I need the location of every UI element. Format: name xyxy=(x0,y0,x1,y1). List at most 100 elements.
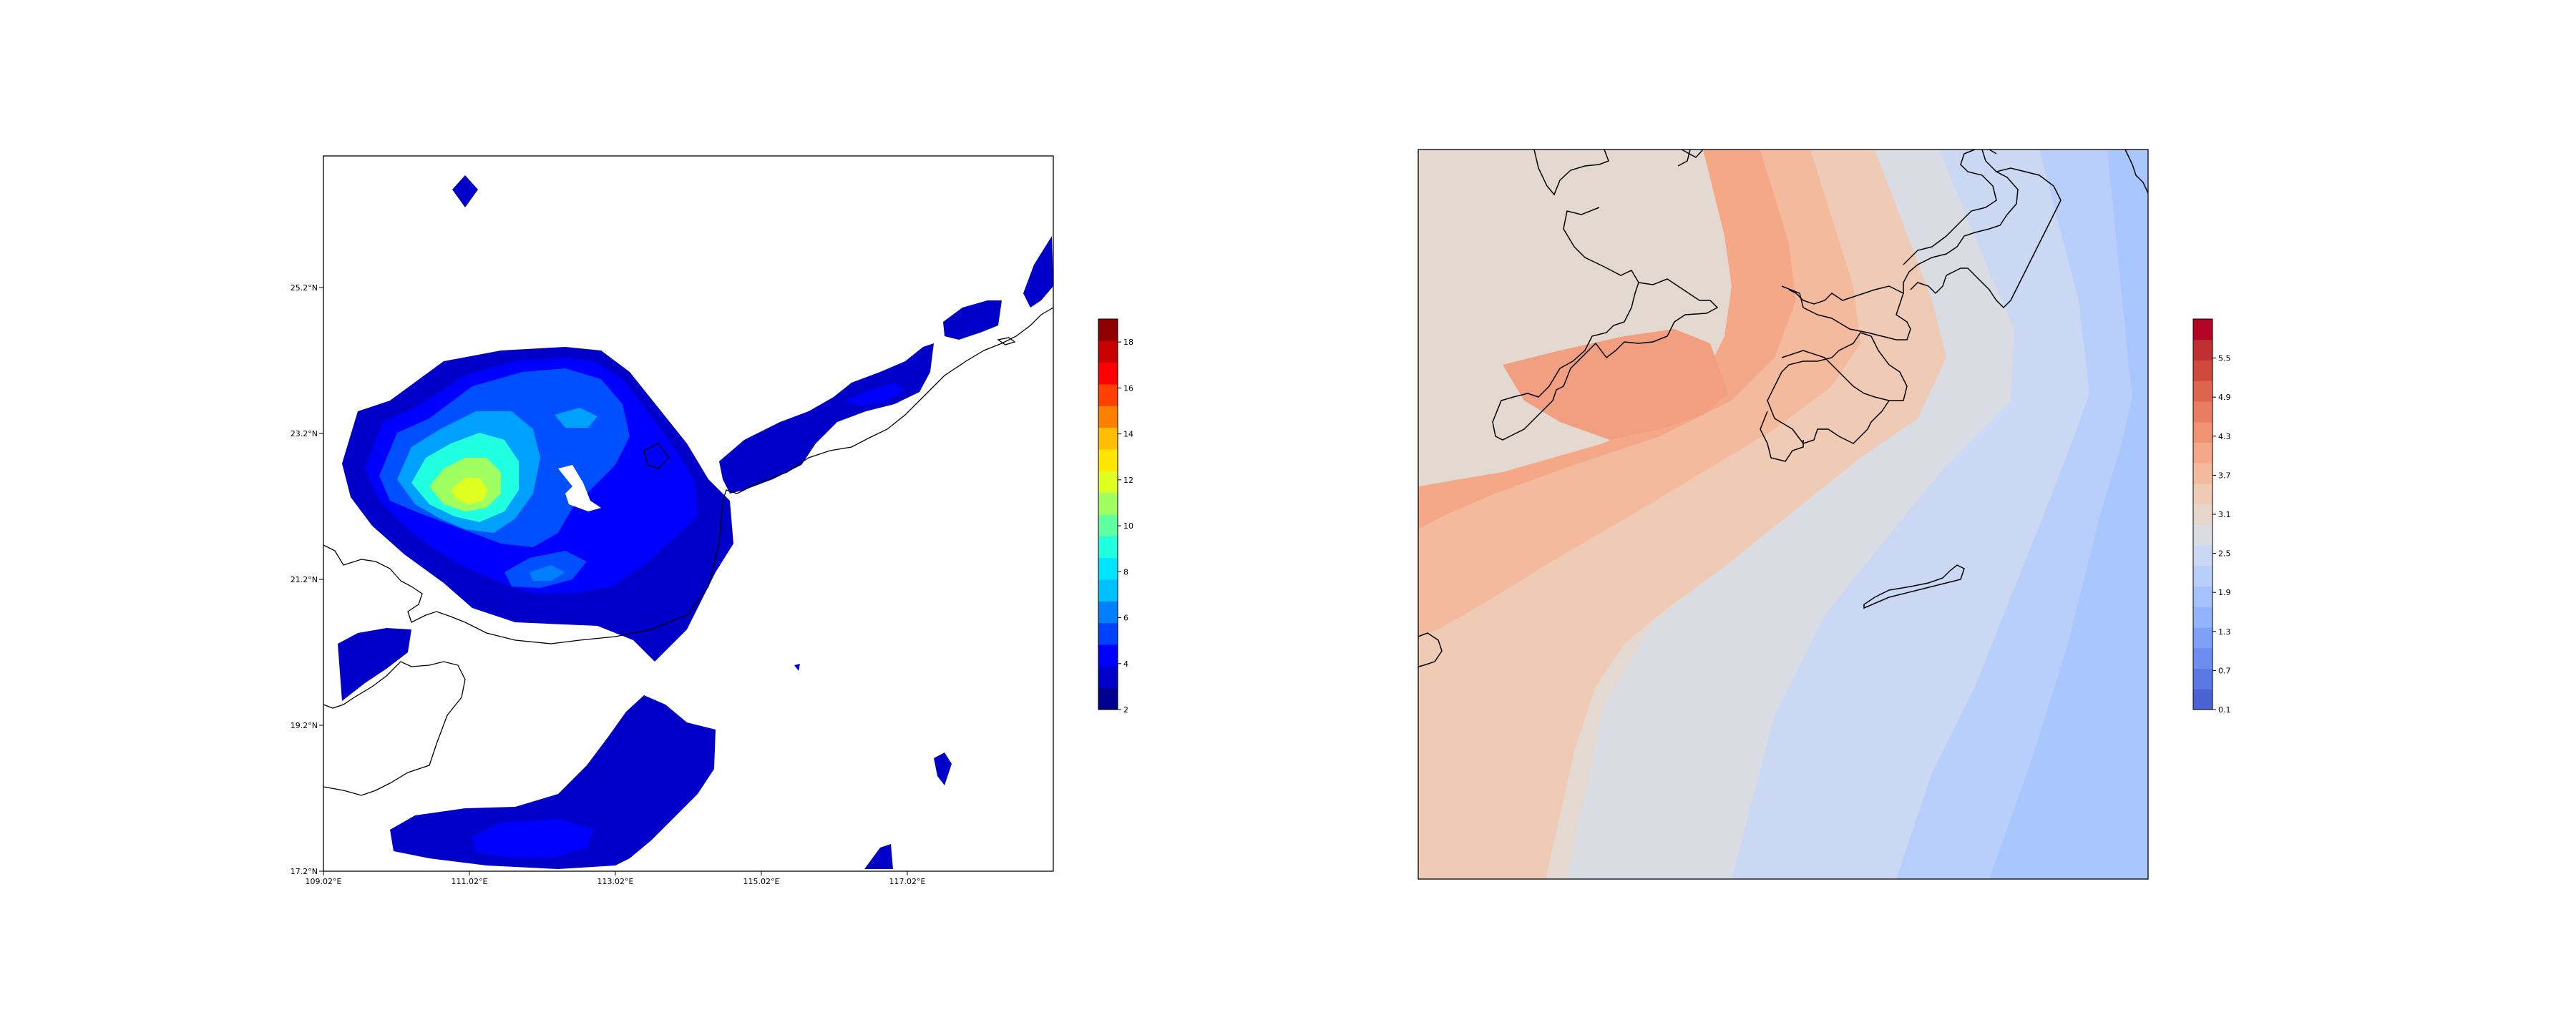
colorbar-segment xyxy=(1098,687,1118,710)
coastline-sandbar-island xyxy=(1863,564,1965,609)
colorbar-segment xyxy=(1098,406,1118,428)
contour-upper-max-inner xyxy=(555,408,597,428)
colorbar-segment xyxy=(2193,401,2212,423)
colorbar-tick-label: 12 xyxy=(1123,476,1133,485)
colorbar-segment xyxy=(2193,504,2212,525)
colorbar-tick-label: 8 xyxy=(1123,567,1128,577)
coastline-east-shore xyxy=(1903,149,2019,293)
colorbar-segment xyxy=(2193,483,2212,505)
colorbar-segment xyxy=(2193,586,2212,607)
contour-south-blob xyxy=(390,695,716,869)
colorbar-tick-label: 4 xyxy=(1123,659,1128,669)
colorbar-segment xyxy=(1098,536,1118,559)
x-tick-label: 113.02°E xyxy=(597,877,634,886)
contour-band-4.6 xyxy=(1418,149,1796,529)
colorbar-tick-label: 3.7 xyxy=(2218,471,2231,480)
colorbar-segment xyxy=(2193,647,2212,670)
coastline-west-edge xyxy=(1418,632,1443,667)
x-tick-label: 111.02°E xyxy=(452,877,488,886)
colorbar-segment xyxy=(2193,689,2212,710)
contour-band-4.9 xyxy=(1503,329,1728,440)
x-tick-label: 109.02°E xyxy=(306,877,342,886)
colorbar-segment xyxy=(1098,644,1118,667)
colorbar-segment xyxy=(1098,601,1118,624)
contour-southeast-cell xyxy=(864,844,893,869)
colorbar-segment xyxy=(1098,340,1118,363)
right-map-panel: 0.1 0.7 1.3 1.9 2.5 3.1 3.7 4.3 4.9 5.5 xyxy=(1418,149,2231,880)
coastline-island-1 xyxy=(997,337,1016,345)
colorbar-segment xyxy=(1098,319,1118,341)
colorbar-tick-label: 1.3 xyxy=(2218,627,2231,637)
colorbar-segment xyxy=(2193,381,2212,402)
left-colorbar: 2 4 6 8 10 12 14 16 18 xyxy=(1098,318,1133,715)
colorbar-tick-label: 2.5 xyxy=(2218,549,2231,559)
coastline-lantau-bay xyxy=(1767,332,1908,444)
colorbar-tick-label: 0.1 xyxy=(2218,705,2231,715)
contour-south-blob-inner xyxy=(472,819,594,858)
y-tick-label: 17.2°N xyxy=(291,867,318,876)
right-colorbar: 0.1 0.7 1.3 1.9 2.5 3.1 3.7 4.3 4.9 5.5 xyxy=(2192,318,2231,715)
colorbar-tick-label: 10 xyxy=(1123,521,1133,531)
right-map-frame xyxy=(1418,149,2149,880)
coastline-guangdong-west xyxy=(1533,149,1704,196)
colorbar-segment xyxy=(2193,607,2212,628)
colorbar-tick-label: 4.9 xyxy=(2218,393,2231,402)
y-tick-label: 23.2°N xyxy=(291,429,318,438)
contour-east-edge xyxy=(1023,236,1053,308)
left-map-contours xyxy=(338,175,1053,869)
colorbar-segment xyxy=(2193,463,2212,484)
contour-level-14 xyxy=(451,478,488,504)
right-map-coastlines xyxy=(1418,149,2149,667)
left-colorbar-ticks: 2 4 6 8 10 12 14 16 18 xyxy=(1118,338,1133,715)
left-map-frame xyxy=(323,155,1054,872)
left-colorbar-frame xyxy=(1098,318,1118,710)
coastline-east-edge xyxy=(2124,149,2149,194)
right-map-contours xyxy=(1418,149,2148,879)
colorbar-tick-label: 3.1 xyxy=(2218,510,2231,519)
colorbar-tick-label: 14 xyxy=(1123,430,1133,439)
y-tick-label: 25.2°N xyxy=(291,283,318,293)
colorbar-tick-label: 0.7 xyxy=(2218,666,2231,675)
colorbar-segment xyxy=(2193,319,2212,340)
colorbar-segment xyxy=(1098,666,1118,689)
colorbar-segment xyxy=(1098,384,1118,406)
colorbar-tick-label: 16 xyxy=(1123,383,1133,393)
colorbar-segment xyxy=(1098,557,1118,580)
contour-east-blob xyxy=(943,300,1002,340)
colorbar-segment xyxy=(2193,360,2212,381)
right-colorbar-segments xyxy=(2193,319,2212,710)
colorbar-tick-label: 2 xyxy=(1123,705,1128,715)
left-map-coastlines xyxy=(323,307,1054,796)
coastline-northeast xyxy=(1910,167,2062,309)
colorbar-tick-label: 1.9 xyxy=(2218,588,2231,597)
contour-band-4.0 xyxy=(1418,149,1946,879)
colorbar-segment xyxy=(2193,668,2212,690)
colorbar-segment xyxy=(2193,421,2212,443)
colorbar-segment xyxy=(2193,442,2212,464)
coastline-island-2 xyxy=(643,443,670,469)
colorbar-tick-label: 5.5 xyxy=(2218,354,2231,363)
x-tick-label: 115.02°E xyxy=(743,877,780,886)
coastline-pearl-delta xyxy=(1492,207,1719,441)
colorbar-segment xyxy=(2193,627,2212,649)
y-tick-label: 19.2°N xyxy=(291,721,318,730)
coastline-south-china xyxy=(323,307,1054,644)
colorbar-tick-label: 6 xyxy=(1123,614,1128,623)
left-map-y-axis: 17.2°N 19.2°N 21.2°N 23.2°N 25.2°N xyxy=(291,283,323,876)
left-colorbar-segments xyxy=(1098,319,1118,710)
contour-lower-max-inner xyxy=(530,565,565,581)
contour-dot-cell xyxy=(794,664,800,671)
colorbar-segment xyxy=(2193,565,2212,587)
contour-northeast-band-inner xyxy=(844,383,905,406)
contour-hole xyxy=(558,465,601,511)
contour-north-cell xyxy=(452,175,478,207)
colorbar-tick-label: 4.3 xyxy=(2218,432,2231,441)
colorbar-segment xyxy=(1098,579,1118,602)
colorbar-segment xyxy=(2193,545,2212,566)
left-map-x-axis: 109.02°E 111.02°E 113.02°E 115.02°E 117.… xyxy=(306,871,926,886)
colorbar-segment xyxy=(1098,622,1118,645)
colorbar-segment xyxy=(1098,492,1118,515)
colorbar-segment xyxy=(1098,514,1118,536)
contour-band-4.3 xyxy=(1418,149,1860,637)
y-tick-label: 21.2°N xyxy=(291,575,318,584)
